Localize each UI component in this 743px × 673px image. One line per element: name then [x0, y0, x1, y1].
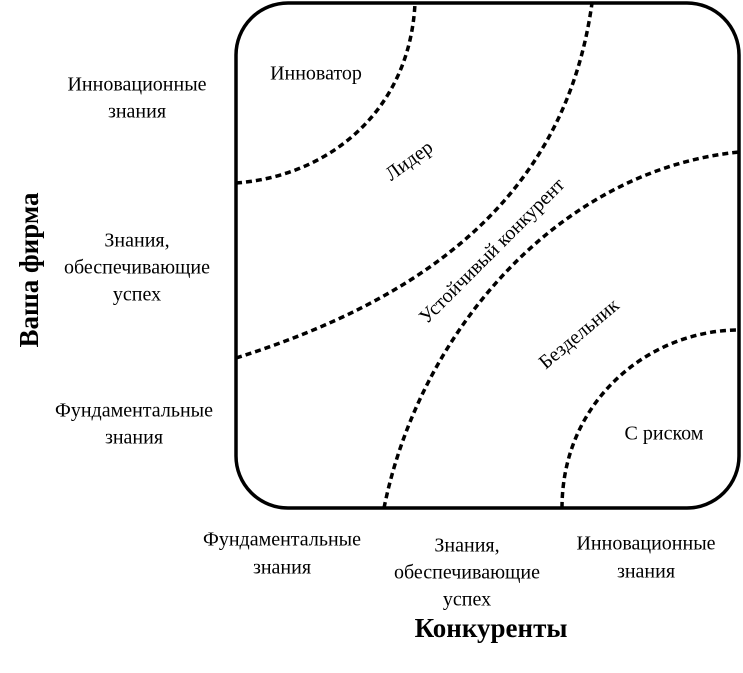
x-level: Знания, — [434, 535, 499, 557]
boundary — [235, 2, 594, 360]
y-level: Знания, — [104, 230, 169, 252]
frame — [234, 1, 741, 510]
y-level: знания — [108, 101, 166, 123]
x-level: Инновационные — [576, 533, 715, 555]
y-level: знания — [105, 427, 163, 449]
region-label: Инноватор — [270, 63, 362, 85]
region-label: Устойчивый конкурент — [415, 174, 570, 329]
region-label: С риском — [625, 423, 704, 445]
x-axis-title: Конкуренты — [415, 613, 568, 643]
x-level: успех — [443, 589, 491, 611]
y-level: обеспечивающие — [64, 257, 210, 279]
boundary — [235, 2, 417, 185]
x-level: Фундаментальные — [203, 529, 361, 551]
y-level: Инновационные — [67, 74, 206, 96]
boundary — [560, 328, 740, 509]
y-level: успех — [113, 284, 161, 306]
x-level: знания — [617, 561, 675, 583]
y-level: Фундаментальные — [55, 400, 213, 422]
region-label: Бездельник — [535, 294, 624, 374]
boundary — [382, 150, 740, 509]
y-axis-title: Ваша фирма — [14, 192, 44, 348]
x-level: обеспечивающие — [394, 562, 540, 584]
region-label: Лидер — [381, 136, 437, 185]
x-level: знания — [253, 557, 311, 579]
